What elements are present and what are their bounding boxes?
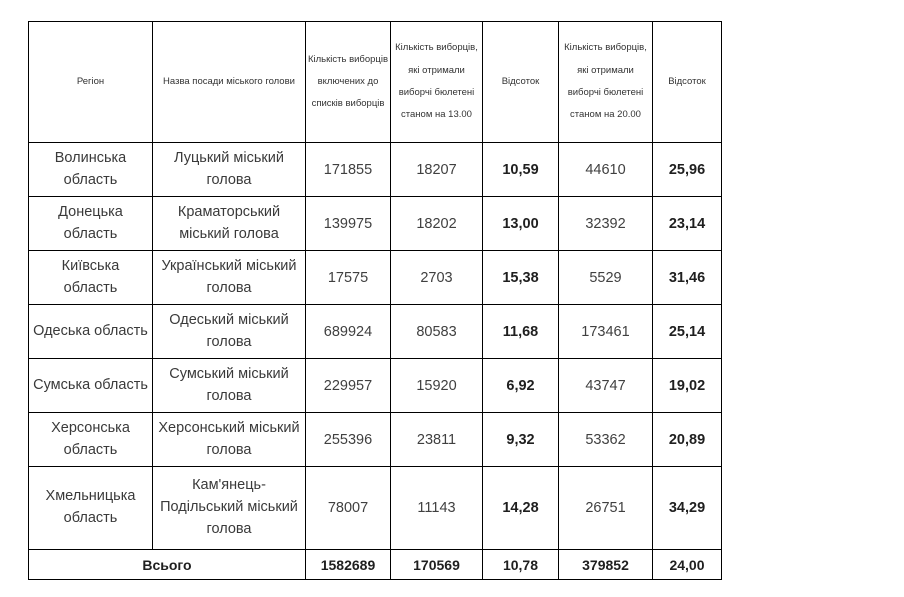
table-row-khersonska: Херсонська область Херсонський міський г…	[28, 412, 722, 467]
cell-position: Луцький міський голова	[152, 142, 306, 197]
cell-ballots-20: 53362	[558, 412, 653, 467]
table-row-sumska: Сумська область Сумський міський голова …	[28, 358, 722, 413]
cell-total-percent-20: 24,00	[652, 549, 722, 580]
cell-region: Одеська область	[28, 304, 153, 359]
cell-ballots-13: 15920	[390, 358, 483, 413]
cell-ballots-20: 26751	[558, 466, 653, 550]
header-mayor-position: Назва посади міського голови	[152, 21, 306, 143]
table-row-odeska: Одеська область Одеський міський голова …	[28, 304, 722, 359]
header-row: Регіон Назва посади міського голови Кіль…	[28, 21, 722, 143]
cell-position: Краматорський міський голова	[152, 196, 306, 251]
cell-percent-20: 31,46	[652, 250, 722, 305]
cell-percent-20: 25,14	[652, 304, 722, 359]
cell-percent-20: 34,29	[652, 466, 722, 550]
cell-voters-listed: 17575	[305, 250, 391, 305]
cell-voters-listed: 229957	[305, 358, 391, 413]
cell-percent-13: 10,59	[482, 142, 559, 197]
cell-region: Донецька область	[28, 196, 153, 251]
header-ballots-20: Кількість виборців, які отримали виборчі…	[558, 21, 653, 143]
cell-ballots-20: 32392	[558, 196, 653, 251]
cell-total-ballots-13: 170569	[390, 549, 483, 580]
cell-region: Хмельницька область	[28, 466, 153, 550]
table-row-kyivska: Київська область Український міський гол…	[28, 250, 722, 305]
cell-voters-listed: 689924	[305, 304, 391, 359]
cell-ballots-20: 5529	[558, 250, 653, 305]
cell-region: Волинська область	[28, 142, 153, 197]
header-region: Регіон	[28, 21, 153, 143]
cell-ballots-20: 173461	[558, 304, 653, 359]
cell-ballots-13: 23811	[390, 412, 483, 467]
cell-percent-20: 19,02	[652, 358, 722, 413]
election-turnout-table: Регіон Назва посади міського голови Кіль…	[28, 21, 722, 580]
header-percent-13: Відсоток	[482, 21, 559, 143]
cell-voters-listed: 255396	[305, 412, 391, 467]
cell-percent-13: 15,38	[482, 250, 559, 305]
cell-percent-13: 11,68	[482, 304, 559, 359]
cell-region: Херсонська область	[28, 412, 153, 467]
cell-percent-20: 23,14	[652, 196, 722, 251]
cell-percent-20: 20,89	[652, 412, 722, 467]
cell-region: Сумська область	[28, 358, 153, 413]
table-row-volynska: Волинська область Луцький міський голова…	[28, 142, 722, 197]
table-row-khmelnytska: Хмельницька область Кам'янець-Подільськи…	[28, 466, 722, 550]
header-voters-listed: Кількість виборців включених до списків …	[305, 21, 391, 143]
cell-ballots-13: 18202	[390, 196, 483, 251]
cell-position: Херсонський міський голова	[152, 412, 306, 467]
cell-total-percent-13: 10,78	[482, 549, 559, 580]
cell-position: Одеський міський голова	[152, 304, 306, 359]
cell-position: Кам'янець-Подільський міський голова	[152, 466, 306, 550]
cell-ballots-13: 18207	[390, 142, 483, 197]
cell-voters-listed: 78007	[305, 466, 391, 550]
cell-total-label: Всього	[28, 549, 306, 580]
cell-region: Київська область	[28, 250, 153, 305]
cell-position: Сумський міський голова	[152, 358, 306, 413]
cell-voters-listed: 139975	[305, 196, 391, 251]
table-row-donetska: Донецька область Краматорський міський г…	[28, 196, 722, 251]
cell-percent-20: 25,96	[652, 142, 722, 197]
header-ballots-13: Кількість виборців, які отримали виборчі…	[390, 21, 483, 143]
table-row-total: Всього 1582689 170569 10,78 379852 24,00	[28, 549, 722, 580]
cell-total-voters-listed: 1582689	[305, 549, 391, 580]
cell-ballots-13: 11143	[390, 466, 483, 550]
cell-voters-listed: 171855	[305, 142, 391, 197]
cell-percent-13: 14,28	[482, 466, 559, 550]
cell-percent-13: 6,92	[482, 358, 559, 413]
cell-percent-13: 13,00	[482, 196, 559, 251]
cell-ballots-13: 2703	[390, 250, 483, 305]
cell-total-ballots-20: 379852	[558, 549, 653, 580]
cell-ballots-20: 44610	[558, 142, 653, 197]
cell-ballots-13: 80583	[390, 304, 483, 359]
cell-position: Український міський голова	[152, 250, 306, 305]
header-percent-20: Відсоток	[652, 21, 722, 143]
cell-percent-13: 9,32	[482, 412, 559, 467]
cell-ballots-20: 43747	[558, 358, 653, 413]
